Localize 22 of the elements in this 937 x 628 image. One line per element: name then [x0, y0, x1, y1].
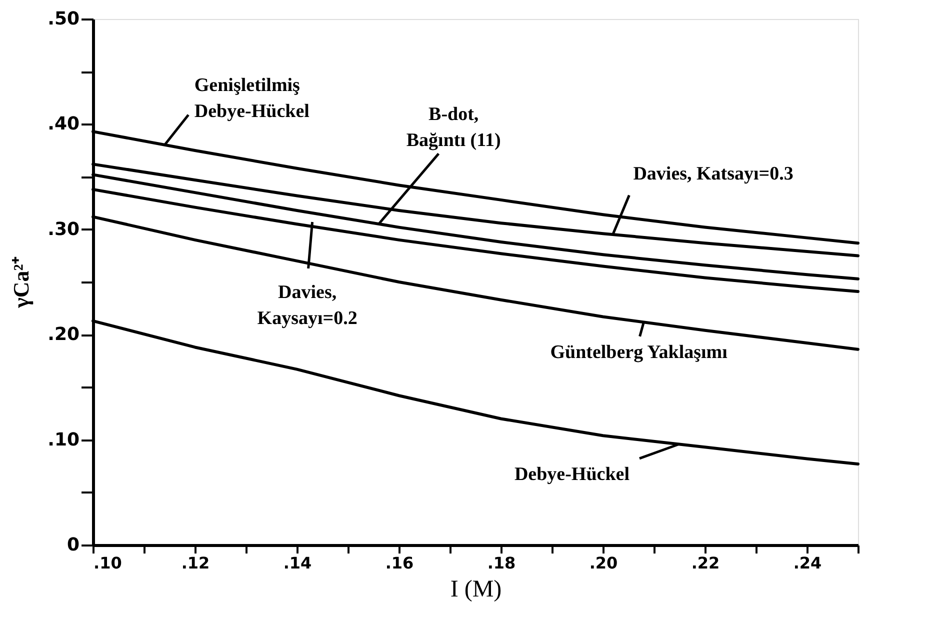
x-tick-label: .20: [589, 554, 618, 572]
x-tick-label: .14: [283, 554, 312, 572]
y-tick-label: .50: [48, 8, 80, 30]
y-tick-label: .10: [48, 429, 80, 450]
annotation: B-dot, Bağıntı (11): [406, 104, 501, 152]
x-tick-label: .10: [94, 554, 122, 572]
x-tick-label: .12: [181, 554, 210, 572]
annotation: Genişletilmiş Debye-Hückel: [194, 75, 310, 122]
y-tick-label: .30: [48, 218, 80, 240]
annotation: Davies, Katsayı=0.3: [633, 164, 794, 185]
annotation: Güntelberg Yaklaşımı: [550, 342, 728, 363]
x-tick-label: .22: [691, 554, 720, 572]
x-tick-label: .18: [487, 554, 516, 572]
x-tick-label: .16: [385, 554, 414, 572]
y-tick-label: .20: [48, 324, 80, 346]
x-axis-title: I (M): [450, 576, 502, 602]
annotation: Debye-Hückel: [514, 464, 630, 486]
y-axis-title: γCa²⁺: [8, 256, 34, 309]
x-tick-label: .24: [793, 554, 822, 572]
annotation: Davies, Kaysayı=0.2: [257, 282, 358, 330]
y-tick-label: 0: [66, 534, 80, 556]
y-tick-label: .40: [48, 114, 80, 135]
